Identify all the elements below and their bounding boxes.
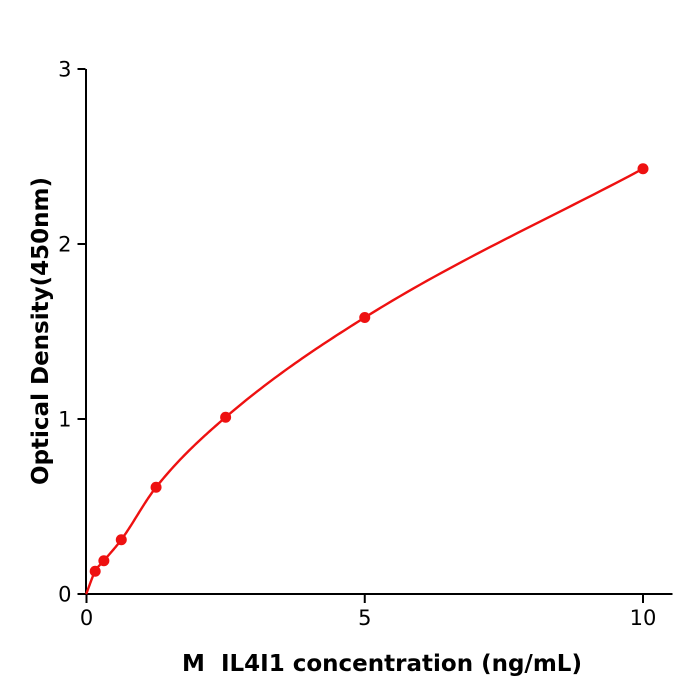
data-point (98, 555, 110, 567)
data-points-group (89, 163, 649, 577)
y-axis-label: Optical Density(450nm) (28, 177, 54, 485)
data-point (150, 481, 162, 493)
axis-spines (85, 69, 673, 595)
data-point (637, 163, 649, 175)
axis-ticks-group: 0 1 2 3 0 5 10 (58, 58, 656, 631)
data-point (115, 534, 127, 546)
x-tick-label: 0 (80, 606, 93, 630)
fit-curve-line (85, 167, 645, 595)
y-tick-label: 1 (58, 408, 71, 432)
data-point (359, 312, 371, 323)
x-axis-label: M IL4I1 concentration (ng/mL) (182, 651, 582, 677)
data-point (89, 565, 101, 577)
y-tick-label: 3 (58, 58, 71, 82)
x-tick-label: 10 (630, 606, 657, 630)
data-point (220, 411, 232, 423)
y-tick-label: 0 (58, 583, 71, 607)
x-tick-label: 5 (358, 606, 371, 630)
y-tick-label: 2 (58, 233, 71, 257)
